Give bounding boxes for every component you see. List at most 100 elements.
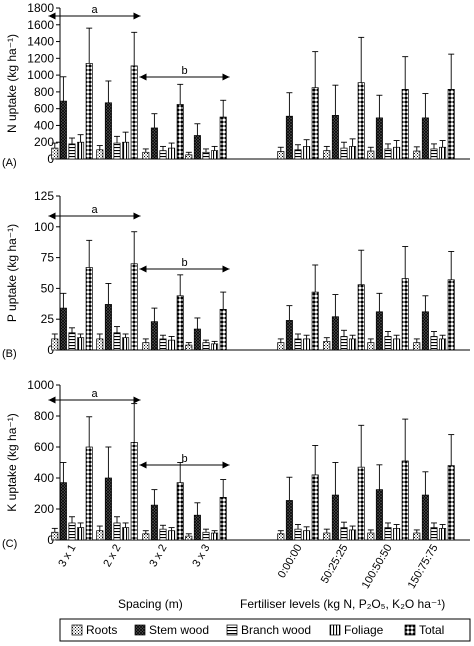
- bar-roots-50-25-25: [323, 341, 331, 351]
- y-tick-label: 600: [34, 102, 54, 116]
- bar-roots-100-50-50: [367, 532, 375, 541]
- bar-stem-wood-100-50-50: [375, 311, 383, 351]
- y-tick-label: 1000: [27, 378, 54, 392]
- bar-stem-wood-50-25-25: [331, 494, 339, 541]
- annotation-label: b: [181, 453, 187, 465]
- bar-stem-wood-3-x-1: [59, 307, 67, 351]
- bar-roots-3-x-3: [185, 154, 193, 160]
- y-tick-label: 800: [34, 85, 54, 99]
- bar-total-3-x-3: [219, 497, 227, 541]
- bar-roots-3-x-3: [185, 535, 193, 541]
- annotation-label: a: [91, 204, 98, 216]
- bar-branch-wood-3-x-3: [202, 342, 210, 351]
- bar-branch-wood-3-x-3: [202, 531, 210, 541]
- bar-foliage-150-75-75: [439, 338, 447, 351]
- bar-total-100-50-50: [401, 89, 409, 160]
- bar-total-3-x-3: [219, 308, 227, 351]
- bar-stem-wood-3-x-2: [150, 321, 158, 351]
- x-tick-label-50-25-25: 50:25:25: [319, 543, 351, 586]
- bar-roots-3-x-1: [51, 147, 59, 160]
- annotation-arrow-a: a: [48, 204, 141, 220]
- y-tick-label: 25: [41, 312, 55, 326]
- annotation-arrow-a: a: [48, 388, 141, 404]
- bar-foliage-50-25-25: [349, 338, 357, 351]
- bar-foliage-150-75-75: [439, 528, 447, 541]
- y-tick-label: 1400: [27, 35, 54, 49]
- bar-stem-wood-50-25-25: [331, 115, 339, 160]
- bar-stem-wood-0-00-00: [285, 500, 293, 541]
- annotation-label: b: [181, 257, 187, 269]
- bar-branch-wood-3-x-2: [159, 528, 167, 541]
- bar-total-150-75-75: [447, 279, 455, 351]
- legend-label-roots: Roots: [86, 623, 117, 637]
- y-axis-label: N uptake (kg ha⁻¹): [5, 34, 19, 133]
- bar-stem-wood-3-x-3: [193, 135, 201, 160]
- bar-roots-150-75-75: [413, 342, 421, 351]
- bar-branch-wood-3-x-1: [68, 522, 76, 541]
- bar-stem-wood-2-x-2: [104, 304, 112, 351]
- y-tick-label: 400: [34, 471, 54, 485]
- bar-foliage-100-50-50: [393, 338, 401, 351]
- legend-label-foliage: Foliage: [344, 623, 384, 637]
- bar-total-50-25-25: [357, 284, 365, 351]
- bar-foliage-150-75-75: [439, 146, 447, 160]
- bar-foliage-100-50-50: [393, 528, 401, 541]
- x-tick-label-150-75-75: 150:75:75: [406, 543, 441, 591]
- y-tick-label: 1800: [27, 1, 54, 15]
- bar-roots-50-25-25: [323, 150, 331, 160]
- bar-stem-wood-150-75-75: [421, 117, 429, 160]
- bar-branch-wood-3-x-3: [202, 151, 210, 160]
- bar-foliage-3-x-3: [211, 532, 219, 541]
- bar-foliage-0-00-00: [303, 146, 311, 160]
- bar-total-3-x-2: [176, 482, 184, 541]
- x-tick-label-2-x-2: 2 x 2: [101, 543, 123, 570]
- y-tick-label: 50: [41, 281, 55, 295]
- annotation-arrow-b: b: [139, 453, 230, 469]
- bar-roots-2-x-2: [96, 149, 104, 160]
- y-tick-label: 1000: [27, 68, 54, 82]
- bar-stem-wood-100-50-50: [375, 489, 383, 541]
- bar-stem-wood-2-x-2: [104, 102, 112, 160]
- bar-roots-3-x-2: [142, 342, 150, 351]
- bar-foliage-3-x-1: [77, 141, 85, 160]
- bar-roots-0-00-00: [277, 533, 285, 541]
- bar-branch-wood-0-00-00: [294, 338, 302, 351]
- bar-stem-wood-150-75-75: [421, 494, 429, 541]
- panel-1: 0 200 400 600 800 1000 1200 1400 1600 1800 N uptak…: [2, 1, 470, 169]
- bar-branch-wood-3-x-1: [68, 143, 76, 160]
- bar-total-0-00-00: [311, 291, 319, 351]
- bar-total-2-x-2: [130, 65, 138, 160]
- bar-branch-wood-3-x-2: [159, 338, 167, 351]
- bar-branch-wood-2-x-2: [113, 332, 121, 351]
- bar-branch-wood-150-75-75: [430, 148, 438, 160]
- x-tick-label-3-x-3: 3 x 3: [190, 543, 212, 570]
- bar-foliage-50-25-25: [349, 529, 357, 541]
- bar-roots-2-x-2: [96, 530, 104, 541]
- bar-stem-wood-2-x-2: [104, 477, 112, 541]
- bar-total-0-00-00: [311, 87, 319, 160]
- bar-total-3-x-2: [176, 295, 184, 351]
- bar-foliage-3-x-1: [77, 337, 85, 351]
- bar-foliage-100-50-50: [393, 146, 401, 160]
- legend-swatch-branch-wood: [226, 624, 238, 636]
- panel-label: (B): [2, 348, 17, 360]
- bar-total-3-x-3: [219, 116, 227, 160]
- bar-stem-wood-3-x-3: [193, 328, 201, 351]
- bar-roots-0-00-00: [277, 151, 285, 160]
- bar-total-0-00-00: [311, 474, 319, 541]
- bar-roots-3-x-1: [51, 531, 59, 541]
- annotation-arrow-b: b: [139, 257, 230, 273]
- y-tick-label: 0: [47, 343, 54, 357]
- bar-roots-2-x-2: [96, 338, 104, 351]
- bar-branch-wood-2-x-2: [113, 142, 121, 160]
- panel-3: 0 200 400 600 800 1000 K uptake (kg ha⁻¹) (C) a b: [2, 378, 470, 550]
- bar-roots-100-50-50: [367, 150, 375, 160]
- bar-foliage-3-x-2: [168, 530, 176, 541]
- y-tick-label: 125: [34, 189, 54, 203]
- x-tick-label-100-50-50: 100:50:50: [360, 543, 395, 591]
- y-tick-label: 0: [47, 533, 54, 547]
- bar-branch-wood-150-75-75: [430, 527, 438, 541]
- bar-foliage-2-x-2: [122, 337, 130, 351]
- panel-label: (A): [2, 157, 17, 169]
